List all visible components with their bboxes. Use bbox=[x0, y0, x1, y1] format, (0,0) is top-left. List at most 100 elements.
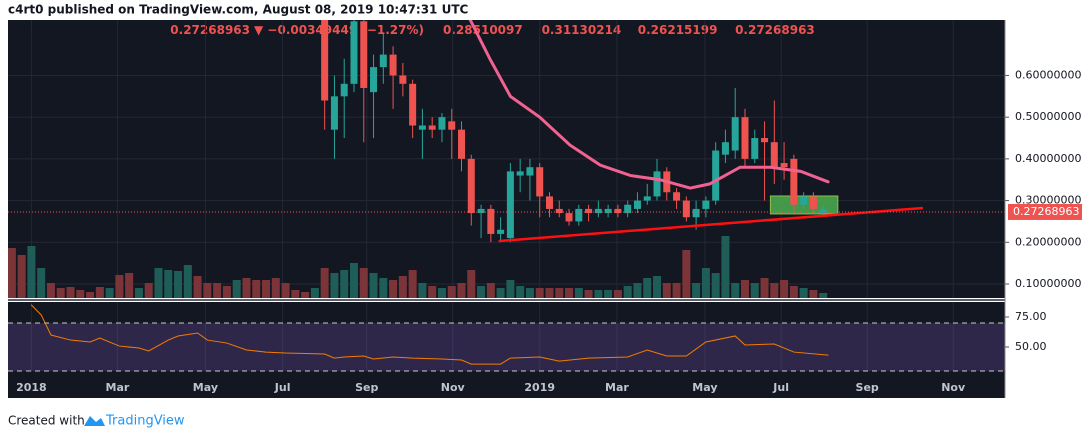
volume-bar bbox=[86, 292, 95, 298]
volume-bar bbox=[213, 283, 222, 298]
volume-bar bbox=[66, 287, 75, 298]
volume-bar bbox=[731, 283, 740, 298]
candle-body bbox=[643, 196, 651, 201]
volume-bar bbox=[535, 288, 544, 298]
volume-bar bbox=[301, 292, 310, 298]
volume-bar bbox=[320, 268, 329, 298]
candle-body bbox=[585, 208, 593, 214]
candle-body bbox=[614, 208, 622, 214]
volume-bar bbox=[760, 278, 769, 298]
y-tick-label: 0.30000000 bbox=[1015, 194, 1081, 207]
candle-body bbox=[673, 192, 681, 201]
candle-body bbox=[321, 20, 329, 101]
candle-body bbox=[360, 21, 368, 88]
candle-body bbox=[389, 54, 397, 76]
candle-body bbox=[721, 142, 729, 155]
moving-average bbox=[468, 20, 830, 190]
ohlc-value: 0.28510097 bbox=[443, 23, 523, 37]
rsi-tick-label: 50.00 bbox=[1015, 340, 1047, 353]
volume-bar bbox=[750, 283, 759, 298]
volume-bar bbox=[565, 288, 574, 298]
candle-body bbox=[467, 158, 475, 214]
ohlc-value: 0.31130214 bbox=[542, 23, 622, 37]
candle-body bbox=[458, 129, 466, 159]
ohlc-value: 0.27268963 bbox=[735, 23, 815, 37]
volume-bar bbox=[46, 283, 55, 298]
y-tick-label: 0.10000000 bbox=[1015, 277, 1081, 290]
candle-body bbox=[790, 158, 798, 205]
volume-bar bbox=[17, 255, 26, 298]
volume-bar bbox=[359, 268, 368, 298]
candle-body bbox=[624, 204, 632, 214]
volume-bar bbox=[105, 288, 114, 298]
ohlc-value: 0.26215199 bbox=[638, 23, 718, 37]
volume-bar bbox=[408, 270, 417, 298]
ohlc-label: H: bbox=[527, 23, 542, 37]
x-tick-label: Nov bbox=[441, 381, 466, 394]
volume-bar bbox=[506, 280, 515, 298]
candle-body bbox=[741, 117, 749, 159]
ohlc-label: O: bbox=[428, 23, 443, 37]
volume-bar bbox=[369, 273, 378, 298]
logo bbox=[84, 416, 105, 426]
x-tick-label: Sep bbox=[355, 381, 378, 394]
volume-bar bbox=[379, 278, 388, 298]
volume-bar bbox=[144, 283, 153, 298]
candle-body bbox=[448, 121, 456, 130]
candle-body bbox=[712, 150, 720, 201]
volume-bar bbox=[780, 280, 789, 298]
volume-bar bbox=[37, 268, 46, 298]
footer-text: Created with bbox=[8, 414, 85, 428]
volume-bar bbox=[8, 248, 16, 298]
candle-body bbox=[409, 83, 417, 126]
candle-body bbox=[379, 54, 387, 68]
trendline bbox=[498, 206, 924, 243]
volume-bar bbox=[643, 278, 652, 298]
symbol: BINANCE:IOTAUSD, 1W bbox=[8, 23, 162, 37]
last-price-label: 0.27268963 bbox=[1013, 205, 1079, 218]
x-tick-label: Sep bbox=[856, 381, 879, 394]
volume-bar bbox=[281, 283, 290, 298]
volume-bar bbox=[340, 270, 349, 298]
volume-bar bbox=[95, 287, 104, 298]
candle-body bbox=[653, 171, 661, 197]
volume-bar bbox=[154, 268, 163, 298]
change: ▼ −0.00349449 (−1.27%) bbox=[254, 23, 424, 37]
volume-bar bbox=[809, 290, 818, 298]
symbol-line: BINANCE:IOTAUSD, 1W 0.27268963 ▼ −0.003494… bbox=[8, 23, 815, 37]
volume-bar bbox=[477, 286, 486, 298]
time-axis bbox=[8, 372, 1005, 398]
volume-bar bbox=[701, 268, 710, 298]
x-tick-label: Jul bbox=[772, 381, 789, 394]
volume-bar bbox=[330, 273, 339, 298]
candle-body bbox=[487, 208, 495, 234]
author-line: c4rt0 published on TradingView.com, Augu… bbox=[8, 3, 469, 17]
volume-bar bbox=[682, 250, 691, 298]
volume-bar bbox=[76, 290, 85, 298]
volume-bar bbox=[398, 276, 407, 298]
x-tick-label: May bbox=[193, 381, 218, 394]
candle-body bbox=[477, 208, 485, 214]
y-tick-label: 0.50000000 bbox=[1015, 110, 1081, 123]
candle-body bbox=[761, 138, 769, 143]
volume-bar bbox=[134, 288, 143, 298]
candle-body bbox=[800, 196, 808, 205]
candle-body bbox=[682, 200, 690, 218]
volume-bar bbox=[232, 280, 241, 298]
candle-body bbox=[545, 196, 553, 209]
volume-bar bbox=[574, 288, 583, 298]
volume-bar bbox=[262, 280, 271, 298]
volume-bar bbox=[653, 276, 662, 298]
volume-bar bbox=[789, 286, 798, 298]
candle-body bbox=[633, 200, 641, 209]
volume-bar bbox=[437, 288, 446, 298]
footer-brand[interactable]: TradingView bbox=[105, 414, 185, 429]
candle-body bbox=[565, 213, 573, 222]
rsi-band bbox=[8, 323, 1005, 372]
rsi-line bbox=[30, 304, 829, 365]
volume-bar bbox=[496, 288, 505, 298]
last-price-tag bbox=[1008, 203, 1082, 220]
rsi-plot bbox=[8, 302, 1005, 372]
volume-bar bbox=[242, 278, 251, 298]
